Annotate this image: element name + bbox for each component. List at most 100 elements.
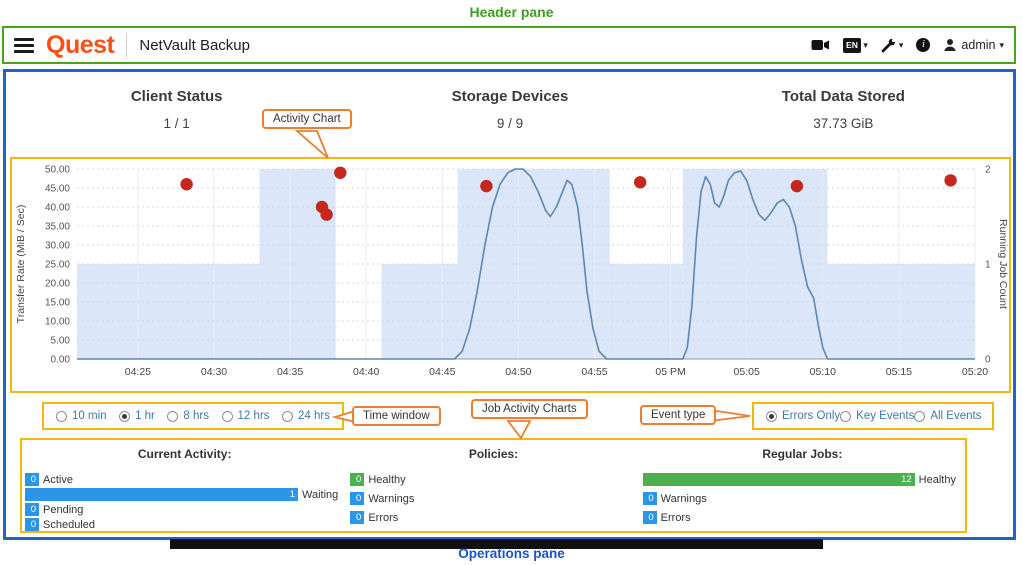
radio-icon[interactable] bbox=[840, 410, 852, 422]
tools-icon[interactable]: ▾ bbox=[881, 38, 904, 53]
info-glyph: i bbox=[916, 38, 931, 52]
username: admin bbox=[961, 38, 996, 52]
radio-option-label: All Events bbox=[930, 410, 982, 422]
radio-icon[interactable] bbox=[119, 410, 131, 422]
stat-value: 37.73 GiB bbox=[813, 116, 874, 131]
user-menu[interactable]: admin ▾ bbox=[943, 38, 1004, 52]
annotation-header-pane: Header pane bbox=[469, 4, 554, 20]
y-tick-label: 10.00 bbox=[45, 317, 70, 328]
ops-row-label: Healthy bbox=[368, 473, 406, 486]
radio-option-all-events[interactable]: All Events bbox=[914, 410, 981, 422]
radio-option-label: 1 hr bbox=[135, 410, 155, 422]
y-tick-label: 20.00 bbox=[45, 279, 70, 290]
radio-option-24-hrs[interactable]: 24 hrs bbox=[282, 410, 330, 422]
language-badge: EN bbox=[842, 37, 862, 53]
ops-bar[interactable]: 12 bbox=[642, 473, 915, 486]
caret-down-icon: ▾ bbox=[999, 39, 1004, 50]
ops-bar[interactable]: 0 bbox=[642, 511, 657, 524]
status-summary-row: Client Status 1 / 1 Storage Devices 9 / 9 To… bbox=[10, 88, 1010, 131]
stat-client-status: Client Status 1 / 1 bbox=[10, 88, 343, 131]
ops-section-regular-jobs: Regular Jobs: 12 Healthy 0 Warnings 0 Errors bbox=[640, 440, 965, 531]
video-camera-glyph bbox=[811, 40, 829, 50]
right-axis-title: Running Job Count bbox=[997, 219, 1009, 309]
header-actions: EN ▾ ▾ i admin ▾ bbox=[811, 37, 1004, 53]
ops-row-errors: 0 Errors bbox=[350, 511, 639, 524]
ops-bar[interactable]: 0 bbox=[350, 473, 365, 486]
ops-row-errors: 0 Errors bbox=[642, 511, 965, 524]
radio-option-errors-only[interactable]: Errors Only bbox=[766, 410, 840, 422]
radio-icon[interactable] bbox=[167, 410, 179, 422]
annotation-job-activity-charts: Job Activity Charts bbox=[471, 399, 588, 419]
menu-icon[interactable] bbox=[14, 37, 34, 53]
x-tick-label: 04:50 bbox=[505, 366, 531, 378]
activity-chart-svg: 50.0045.0040.0035.0030.0025.0020.0015.00… bbox=[15, 165, 1009, 379]
radio-icon[interactable] bbox=[56, 410, 67, 422]
ops-bar[interactable]: 0 bbox=[350, 492, 365, 505]
radio-option-8-hrs[interactable]: 8 hrs bbox=[167, 410, 209, 422]
ops-bar[interactable]: 0 bbox=[642, 492, 657, 505]
error-event-dot[interactable] bbox=[180, 178, 193, 191]
main-pane-border bbox=[3, 69, 1016, 540]
ops-row-label: Active bbox=[43, 473, 73, 486]
ops-section-title: Current Activity: bbox=[137, 447, 232, 461]
left-axis-title: Transfer Rate (MiB / Sec) bbox=[15, 205, 27, 324]
error-event-dot[interactable] bbox=[480, 179, 493, 193]
header-divider bbox=[126, 33, 128, 57]
ops-bar[interactable]: 0 bbox=[25, 503, 39, 516]
x-tick-label: 05 PM bbox=[655, 366, 685, 378]
x-tick-label: 05:10 bbox=[810, 366, 836, 378]
radio-option-label: 12 hrs bbox=[237, 410, 270, 422]
running-jobs-area-step bbox=[827, 264, 975, 359]
annotation-time-window: Time window bbox=[352, 406, 441, 426]
person-icon bbox=[944, 39, 956, 51]
radio-option-label: 10 min bbox=[72, 410, 107, 422]
y-tick-label: 5.00 bbox=[51, 336, 71, 347]
radio-icon[interactable] bbox=[282, 410, 294, 422]
radio-option-label: 24 hrs bbox=[298, 410, 330, 422]
radio-option-10-min[interactable]: 10 min bbox=[56, 410, 107, 422]
ops-row-label: Errors bbox=[660, 511, 691, 524]
error-event-dot[interactable] bbox=[634, 176, 647, 189]
error-event-dot[interactable] bbox=[334, 166, 347, 179]
y-tick-label: 0.00 bbox=[51, 355, 71, 366]
radio-option-key-events[interactable]: Key Events bbox=[840, 410, 914, 422]
ops-row-active: 0 Active bbox=[25, 473, 347, 486]
stat-total-data-stored: Total Data Stored 37.73 GiB bbox=[677, 88, 1010, 131]
ops-row-healthy: 0 Healthy bbox=[350, 473, 639, 486]
error-event-dot[interactable] bbox=[320, 208, 333, 221]
radio-option-12-hrs[interactable]: 12 hrs bbox=[221, 410, 270, 422]
operations-pane: Current Activity: 0 Active 1 Waiting 0 Pending… bbox=[20, 438, 967, 533]
info-icon[interactable]: i bbox=[916, 38, 931, 52]
ops-row-label: Errors bbox=[368, 511, 399, 524]
stat-value: 9 / 9 bbox=[496, 116, 524, 131]
ops-bar[interactable]: 0 bbox=[25, 473, 39, 486]
ops-row-label: Scheduled bbox=[43, 518, 95, 531]
caret-down-icon: ▾ bbox=[898, 39, 904, 50]
error-event-dot[interactable] bbox=[944, 174, 957, 187]
x-tick-label: 04:55 bbox=[581, 366, 607, 378]
radio-icon[interactable] bbox=[914, 410, 926, 422]
radio-icon[interactable] bbox=[766, 410, 777, 422]
ops-row-label: Pending bbox=[43, 503, 84, 516]
ops-bar[interactable]: 0 bbox=[25, 518, 39, 531]
ops-row-healthy: 12 Healthy bbox=[642, 473, 965, 486]
radio-icon[interactable] bbox=[221, 410, 233, 422]
stat-title: Total Data Stored bbox=[781, 88, 905, 105]
stat-storage-devices: Storage Devices 9 / 9 bbox=[343, 88, 676, 131]
radio-option-1-hr[interactable]: 1 hr bbox=[119, 410, 155, 422]
wrench-glyph bbox=[881, 38, 896, 52]
y2-tick-label: 2 bbox=[985, 165, 991, 176]
y-tick-label: 30.00 bbox=[45, 241, 70, 252]
ops-row-label: Healthy bbox=[918, 473, 956, 486]
ops-bar[interactable]: 1 bbox=[25, 488, 298, 501]
ops-section-current-activity: Current Activity: 0 Active 1 Waiting 0 Pending… bbox=[22, 440, 347, 531]
ops-bar[interactable]: 0 bbox=[350, 511, 365, 524]
ops-section-policies: Policies: 0 Healthy 0 Warnings 0 Errors bbox=[347, 440, 639, 531]
error-event-dot[interactable] bbox=[790, 179, 804, 193]
annotation-activity-chart: Activity Chart bbox=[262, 109, 352, 129]
x-tick-label: 05:05 bbox=[734, 366, 760, 378]
time-window-group: 10 min 1 hr 8 hrs 12 hrs 24 hrs bbox=[42, 402, 344, 430]
language-selector[interactable]: EN ▾ bbox=[842, 37, 868, 53]
app-title: NetVault Backup bbox=[139, 36, 250, 54]
video-tutorial-icon[interactable] bbox=[811, 38, 830, 52]
